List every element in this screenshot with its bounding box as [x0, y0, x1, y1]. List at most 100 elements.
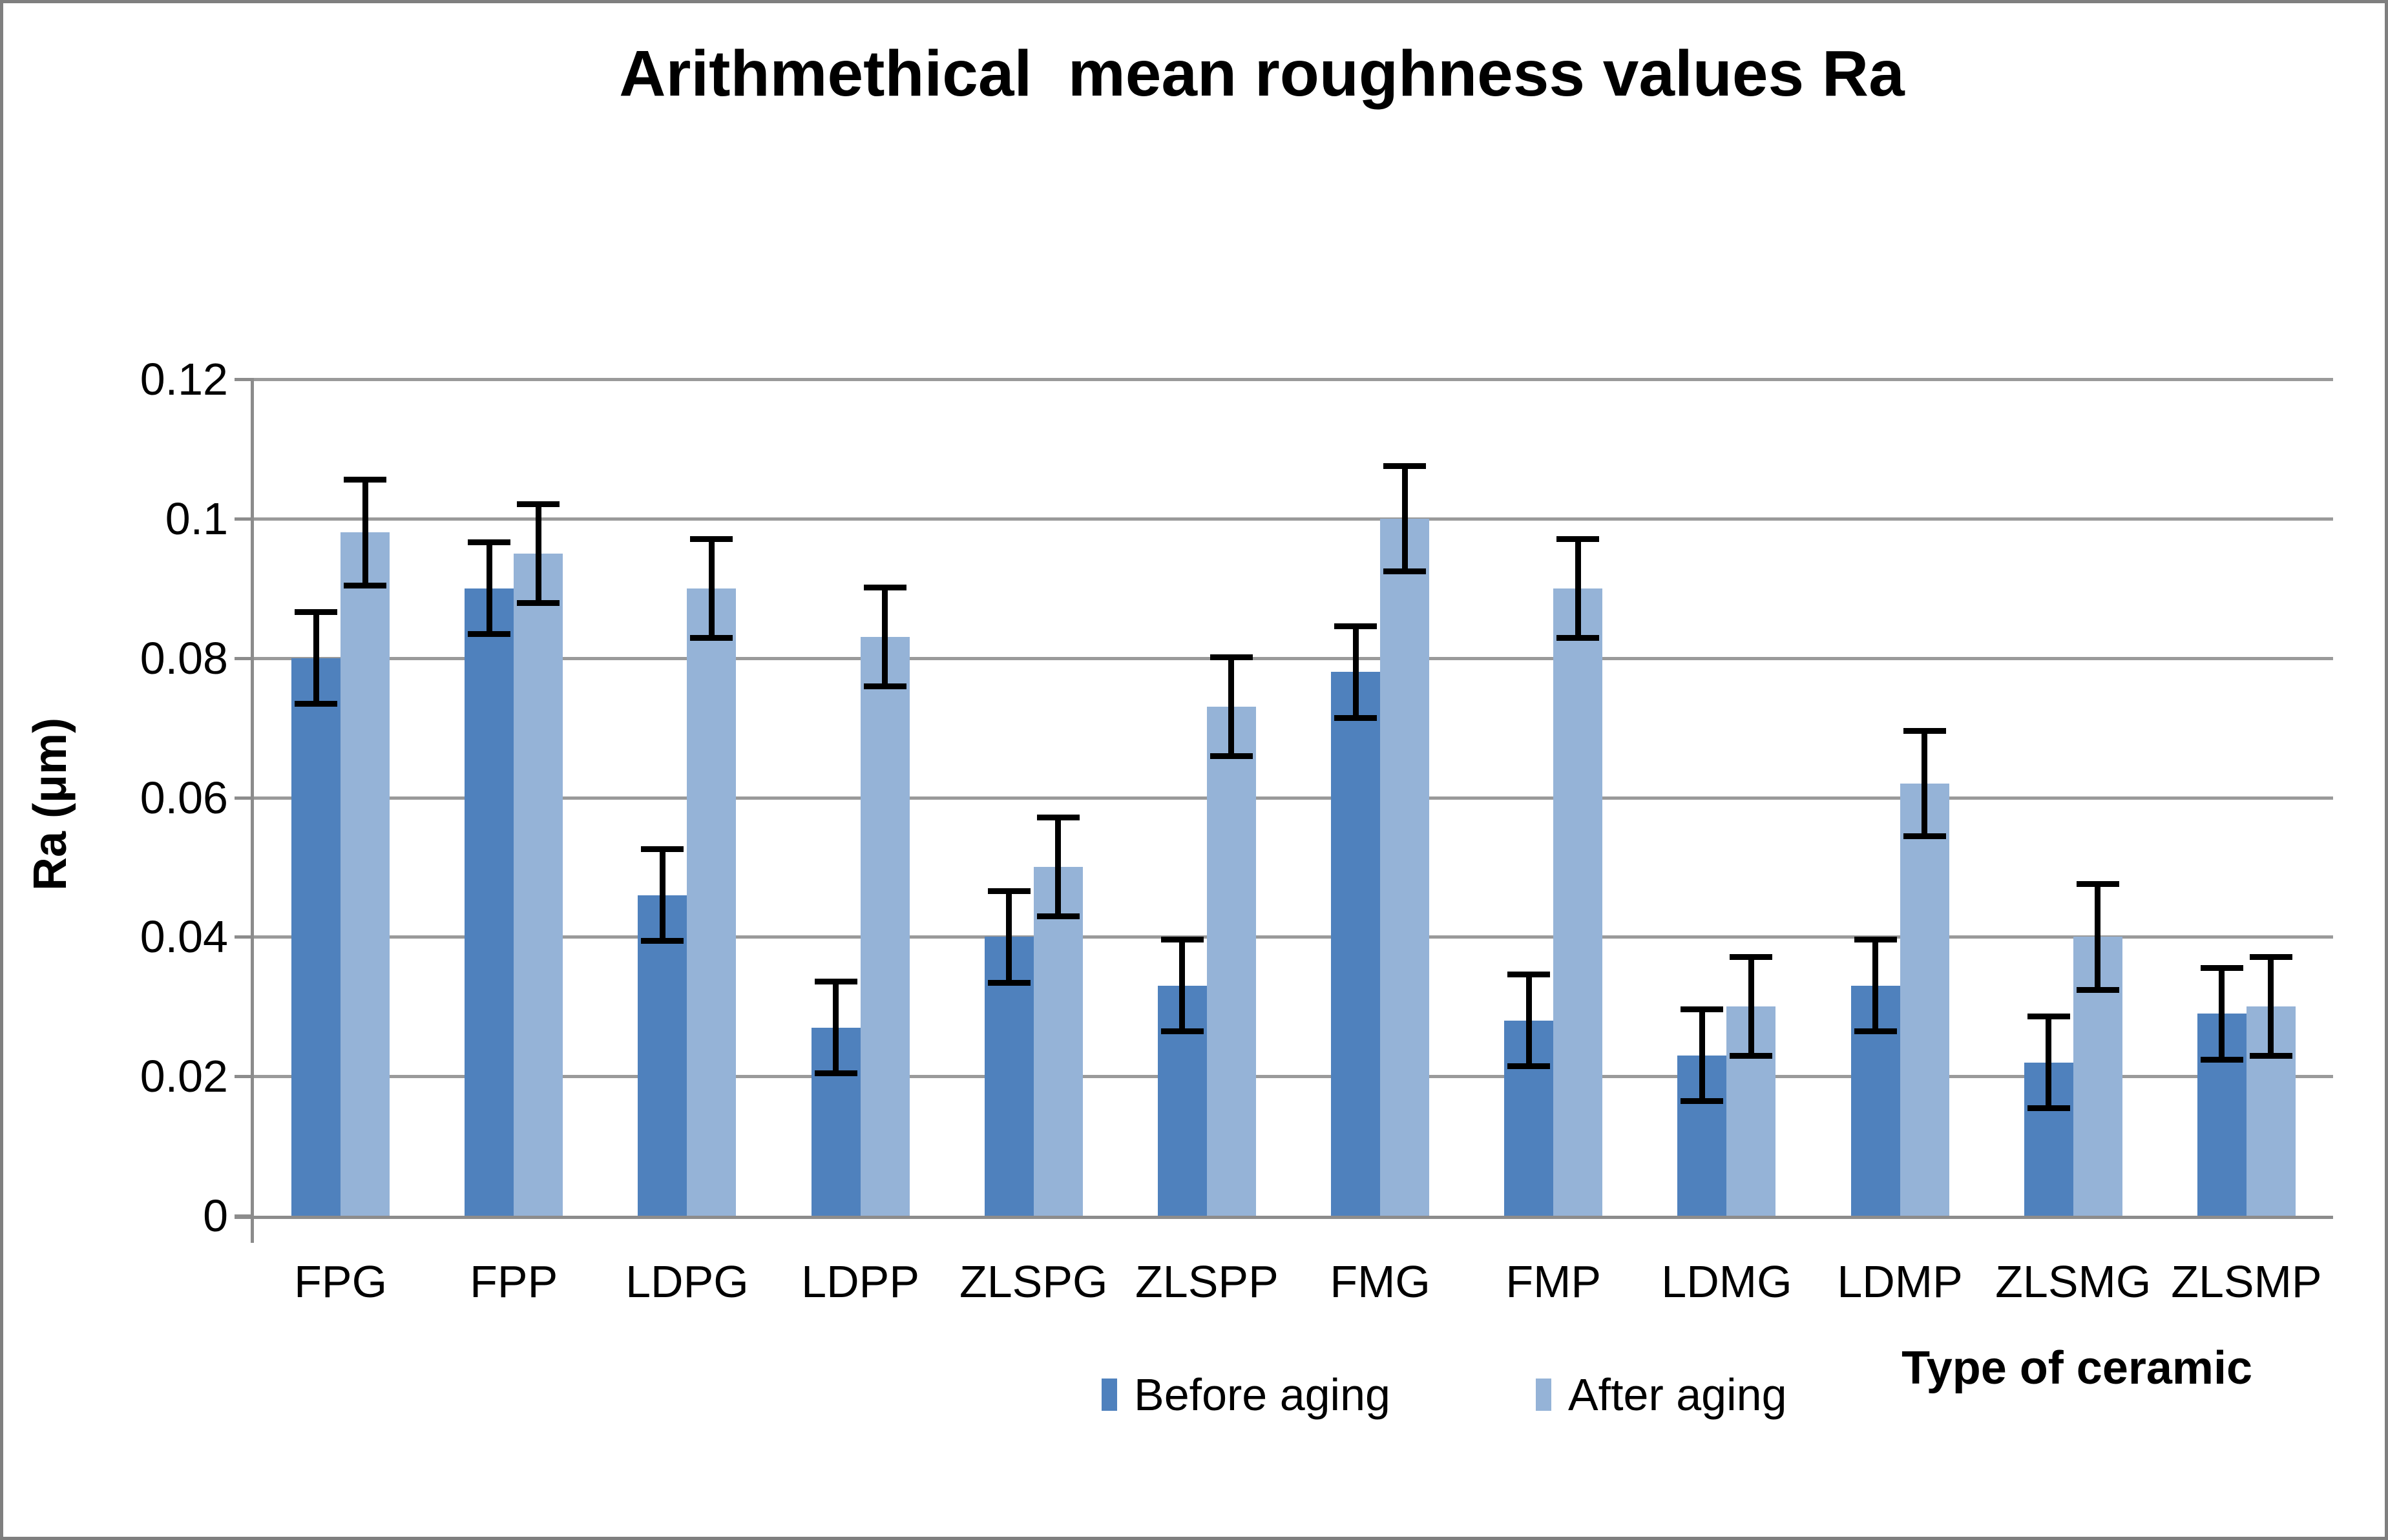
legend: Before aging After aging	[1102, 1368, 1787, 1422]
gridline	[254, 517, 2333, 521]
error-bar-cap	[1036, 815, 1080, 821]
error-bar-cap	[1383, 568, 1427, 575]
error-bar	[1179, 937, 1186, 1035]
error-bar-cap	[468, 539, 511, 546]
y-axis-tick	[235, 378, 254, 381]
error-bar-cap	[1334, 714, 1377, 721]
error-bar	[1748, 954, 1754, 1059]
error-bar-cap	[690, 536, 733, 542]
y-axis-tick	[235, 656, 254, 660]
bar-fpp-after	[514, 553, 563, 1216]
error-bar-cap	[1903, 833, 1946, 840]
category-label: FMP	[1505, 1256, 1602, 1307]
error-bar-cap	[2027, 1014, 2070, 1020]
error-bar-cap	[1210, 753, 1253, 760]
error-bar-cap	[1160, 1028, 1204, 1035]
error-bar	[1699, 1006, 1705, 1105]
error-bar-cap	[344, 582, 387, 588]
error-bar-cap	[1556, 536, 1600, 542]
error-bar	[2219, 964, 2225, 1063]
bar-ldpg-after	[687, 588, 737, 1216]
error-bar-cap	[1383, 463, 1427, 469]
y-tick-label: 0.08	[140, 632, 228, 683]
error-bar-cap	[987, 979, 1031, 986]
error-bar-cap	[468, 631, 511, 638]
y-axis-tick	[235, 796, 254, 800]
error-bar	[1055, 815, 1062, 920]
y-tick-label: 0.1	[165, 493, 228, 544]
y-axis-line	[251, 379, 254, 1243]
error-bar	[1228, 654, 1235, 760]
bar-fpg-before	[291, 658, 341, 1216]
error-bar	[1525, 972, 1532, 1070]
error-bar-cap	[2027, 1105, 2070, 1112]
error-bar-cap	[1210, 654, 1253, 661]
error-bar	[1352, 623, 1359, 721]
error-bar-cap	[1903, 727, 1946, 734]
chart-title: Arithmethical mean roughness values Ra	[619, 37, 1905, 110]
error-bar	[486, 539, 492, 638]
error-bar	[1401, 463, 1408, 575]
error-bar-cap	[2200, 964, 2243, 971]
category-label: ZLSPG	[959, 1256, 1108, 1307]
error-bar-cap	[295, 701, 338, 707]
y-tick-label: 0.04	[140, 911, 228, 962]
error-bar-cap	[1507, 972, 1551, 978]
category-label: LDPP	[801, 1256, 920, 1307]
bar-zlspg-after	[1033, 867, 1083, 1216]
category-label: LDMG	[1661, 1256, 1792, 1307]
error-bar-cap	[690, 634, 733, 641]
error-bar-cap	[2200, 1056, 2243, 1063]
bar-fmp-after	[1553, 588, 1603, 1216]
error-bar-cap	[1036, 913, 1080, 920]
error-bar	[1006, 888, 1012, 986]
y-tick-label: 0.06	[140, 772, 228, 823]
bar-zlspp-after	[1206, 707, 1256, 1216]
error-bar-cap	[1556, 634, 1600, 641]
error-bar	[708, 536, 715, 641]
error-bar	[2095, 881, 2101, 993]
error-bar	[882, 585, 888, 690]
gridline	[254, 935, 2333, 939]
error-bar-cap	[863, 585, 906, 591]
y-axis-tick	[235, 935, 254, 939]
category-label: ZLSMG	[1995, 1256, 2152, 1307]
y-axis-tick	[235, 1075, 254, 1079]
error-bar	[1872, 937, 1879, 1035]
legend-label: Before aging	[1134, 1369, 1390, 1420]
error-bar-cap	[863, 683, 906, 690]
error-bar-cap	[295, 609, 338, 616]
error-bar-cap	[1730, 1053, 1773, 1059]
error-bar-cap	[1507, 1063, 1551, 1070]
error-bar	[2268, 954, 2274, 1059]
bar-fpg-after	[340, 532, 390, 1216]
error-bar-cap	[1160, 937, 1204, 943]
x-axis-title: Type of ceramic	[1901, 1342, 2252, 1394]
gridline	[254, 656, 2333, 660]
x-axis-line	[235, 1216, 2333, 1219]
bar-ldmp-after	[1900, 783, 1949, 1216]
error-bar-cap	[1854, 937, 1897, 943]
error-bar	[1575, 536, 1581, 641]
error-bar	[313, 609, 319, 707]
plot-area: 0 0.02 0.04 0.06 0.08 0.1 0.12 FPG FPP LDPG LDPP ZL…	[140, 354, 2333, 1307]
error-bar-cap	[1730, 954, 1773, 961]
category-label: LDMP	[1837, 1256, 1963, 1307]
y-tick-label: 0.12	[140, 354, 228, 404]
y-tick-label: 0.02	[140, 1051, 228, 1102]
error-bar-cap	[517, 599, 560, 606]
bar-fmg-after	[1380, 518, 1430, 1216]
error-bar-cap	[987, 888, 1031, 894]
category-label: LDPG	[625, 1256, 749, 1307]
error-bar	[2046, 1014, 2052, 1112]
error-bar-cap	[1681, 1006, 1724, 1013]
error-bar-cap	[641, 938, 684, 944]
bar-fpp-before	[465, 588, 514, 1216]
category-label: FMG	[1330, 1256, 1430, 1307]
y-axis-tick	[235, 517, 254, 521]
y-tick-label: 0	[203, 1191, 228, 1241]
error-bar-cap	[517, 501, 560, 507]
error-bar-cap	[2076, 881, 2119, 887]
error-bar	[362, 477, 368, 588]
